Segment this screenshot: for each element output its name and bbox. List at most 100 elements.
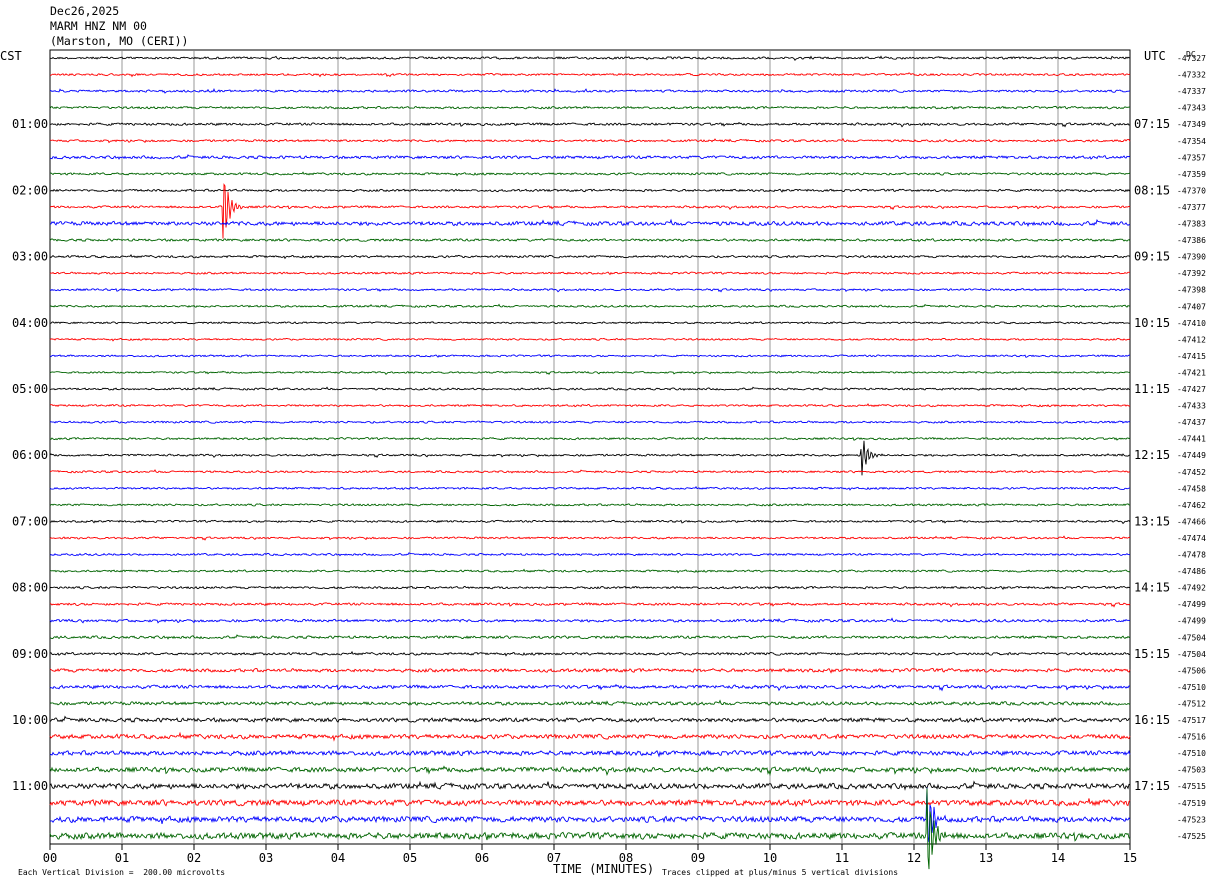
seismic-trace — [49, 320, 1131, 325]
dc-offset-label: -47427 — [1177, 385, 1206, 394]
dc-offset-label: -47486 — [1177, 567, 1206, 576]
dc-offset-label: -47474 — [1177, 534, 1206, 543]
dc-offset-label: -47510 — [1177, 749, 1206, 758]
seismic-trace — [49, 699, 1131, 707]
cst-hour-label: 11:00 — [12, 779, 48, 793]
dc-offset-label: -47398 — [1177, 286, 1206, 295]
cst-hour-label: 04:00 — [12, 316, 48, 330]
seismic-trace — [49, 370, 1131, 375]
cst-hour-label: 06:00 — [12, 448, 48, 462]
cst-hour-label: 01:00 — [12, 117, 48, 131]
seismic-trace — [49, 519, 1131, 525]
dc-offset-label: -47370 — [1177, 186, 1206, 195]
utc-hour-label: 16:15 — [1134, 713, 1170, 727]
dc-offset-label: -47357 — [1177, 153, 1206, 162]
cst-hour-label: 10:00 — [12, 713, 48, 727]
dc-offset-label: -47412 — [1177, 335, 1206, 344]
dc-label: DC — [1186, 50, 1196, 59]
seismic-trace — [49, 715, 1131, 724]
dc-offset-label: -47415 — [1177, 352, 1206, 361]
seismic-trace — [49, 105, 1131, 110]
x-tick-label: 00 — [43, 851, 57, 865]
utc-hour-label: 07:15 — [1134, 117, 1170, 131]
scale-note: Each Vertical Division = 200.00 microvol… — [18, 868, 226, 877]
seismic-trace — [49, 354, 1131, 358]
dc-offset-label: -47390 — [1177, 253, 1206, 262]
seismic-trace — [49, 386, 1131, 391]
dc-offset-label: -47517 — [1177, 716, 1206, 725]
dc-offset-label: -47458 — [1177, 484, 1206, 493]
plot-header: Dec26,2025 MARM HNZ NM 00 (Marston, MO (… — [50, 4, 188, 49]
dc-offset-label: -47466 — [1177, 517, 1206, 526]
right-axis-label: UTC — [1144, 49, 1166, 63]
dc-offset-label: -47492 — [1177, 584, 1206, 593]
seismic-trace — [49, 238, 1131, 243]
utc-hour-label: 14:15 — [1134, 581, 1170, 595]
plot-frame — [49, 49, 1131, 845]
dc-offset-label: -47506 — [1177, 666, 1206, 675]
seismic-trace — [49, 271, 1131, 276]
seismic-trace — [49, 188, 1131, 193]
dc-offset-label: -47354 — [1177, 137, 1206, 146]
dc-offset-label: -47349 — [1177, 120, 1206, 129]
x-tick-label: 01 — [115, 851, 129, 865]
seismic-trace — [49, 650, 1131, 657]
seismic-trace — [49, 183, 1131, 239]
x-tick-label: 07 — [547, 851, 561, 865]
dc-offset-label: -47327 — [1177, 54, 1206, 63]
dc-offset-label: -47332 — [1177, 71, 1206, 80]
seismic-trace — [49, 137, 1131, 144]
x-tick-label: 15 — [1123, 851, 1137, 865]
x-tick-label: 02 — [187, 851, 201, 865]
dc-offset-label: -47523 — [1177, 815, 1206, 824]
x-tick-label: 10 — [763, 851, 777, 865]
x-tick-label: 12 — [907, 851, 921, 865]
seismic-trace — [49, 218, 1131, 228]
dc-offset-label: -47515 — [1177, 782, 1206, 791]
dc-offset-label: -47410 — [1177, 319, 1206, 328]
seismic-trace — [49, 683, 1130, 692]
seismic-trace — [49, 617, 1131, 624]
cst-hour-label: 08:00 — [12, 581, 48, 595]
x-tick-label: 13 — [979, 851, 993, 865]
cst-hour-label: 03:00 — [12, 250, 48, 264]
seismic-trace — [49, 121, 1131, 128]
seismic-trace — [49, 403, 1131, 408]
dc-offset-label: -47510 — [1177, 683, 1206, 692]
seismic-trace — [49, 535, 1131, 541]
seismic-trace — [49, 585, 1131, 590]
seismic-trace — [49, 780, 1131, 791]
x-tick-label: 11 — [835, 851, 849, 865]
dc-offset-label: -47516 — [1177, 733, 1206, 742]
seismic-trace — [49, 765, 1131, 777]
x-tick-label: 05 — [403, 851, 417, 865]
seismic-trace — [49, 287, 1131, 293]
seismic-trace — [49, 154, 1131, 160]
seismic-trace — [49, 485, 1131, 491]
dc-offset-label: -47359 — [1177, 170, 1206, 179]
seismic-trace — [50, 55, 1131, 61]
x-tick-label: 04 — [331, 851, 345, 865]
dc-offset-label: -47433 — [1177, 402, 1206, 411]
dc-offset-label: -47441 — [1177, 435, 1206, 444]
seismic-trace — [49, 601, 1131, 608]
dc-offset-label: -47343 — [1177, 104, 1206, 113]
dc-offset-label: -47383 — [1177, 220, 1206, 229]
utc-hour-label: 10:15 — [1134, 316, 1170, 330]
seismic-trace — [49, 337, 1131, 342]
header-location: (Marston, MO (CERI)) — [50, 34, 189, 48]
dc-offset-label: -47407 — [1177, 302, 1206, 311]
utc-hour-label: 13:15 — [1134, 514, 1170, 528]
dc-offset-label: -47337 — [1177, 87, 1206, 96]
seismic-trace — [49, 787, 1131, 843]
header-date: Dec26,2025 — [50, 4, 120, 18]
dc-offset-label: -47499 — [1177, 600, 1206, 609]
dc-offset-label: -47504 — [1177, 650, 1206, 659]
seismic-trace — [49, 749, 1131, 758]
seismic-trace — [49, 568, 1131, 574]
seismic-trace — [49, 72, 1131, 78]
dc-offset-label: -47386 — [1177, 236, 1206, 245]
seismic-trace — [49, 552, 1131, 557]
dc-offset-label: -47499 — [1177, 617, 1206, 626]
